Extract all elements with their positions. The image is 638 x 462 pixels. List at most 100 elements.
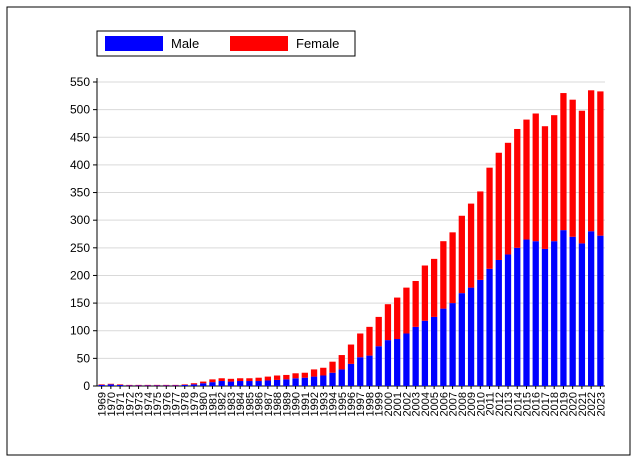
bar-segment [126, 384, 133, 386]
x-tick-label: 2006 [438, 392, 450, 416]
bar-segment [458, 215, 465, 294]
bar-segment [264, 376, 272, 381]
bar-segment [209, 382, 216, 386]
bar-segment [116, 384, 124, 386]
x-tick-label: 1996 [346, 392, 358, 416]
y-tick-label: 50 [77, 351, 91, 365]
bar-segment [209, 379, 216, 383]
x-tick-label: 1973 [134, 392, 146, 416]
bar-segment [301, 377, 308, 386]
bar-segment [227, 378, 235, 382]
bar-segment [412, 326, 419, 386]
y-tick-label: 200 [70, 268, 90, 282]
bar-segment [357, 357, 364, 386]
bar-segment [421, 265, 429, 321]
bar-segment [523, 119, 530, 240]
bar-segment [541, 126, 549, 249]
bar-segment [144, 384, 151, 386]
bar-segment [218, 381, 225, 386]
x-tick-label: 1971 [115, 392, 127, 416]
x-tick-label: 1975 [152, 392, 164, 416]
bar-segment [532, 113, 539, 242]
bar-segment [357, 333, 364, 358]
bar-segment [172, 384, 179, 386]
bar-segment [523, 239, 530, 386]
bar-segment [310, 369, 318, 377]
x-tick-label: 2001 [392, 392, 404, 416]
bar-segment [181, 384, 188, 385]
bar-segment [421, 320, 429, 386]
x-tick-label: 1976 [161, 392, 173, 416]
bar-segment [190, 384, 198, 386]
bar-segment [292, 373, 299, 379]
bar-segment [237, 378, 244, 382]
bar-segment [597, 235, 604, 386]
y-tick-label: 400 [70, 158, 90, 172]
x-tick-label: 2004 [420, 392, 432, 416]
bar-segment [153, 384, 161, 386]
x-tick-label: 2011 [485, 392, 497, 416]
bar-segment [301, 372, 308, 378]
bar-segment [181, 384, 188, 386]
bar-segment [283, 379, 290, 386]
bar-segment [107, 383, 114, 385]
bar-segment [107, 384, 114, 386]
x-tick-label: 2012 [494, 392, 506, 416]
bar-segment [430, 316, 438, 386]
x-tick-label: 1977 [171, 392, 183, 416]
x-tick-label: 2021 [577, 392, 589, 416]
x-tick-label: 1969 [97, 392, 109, 416]
bar-segment [477, 191, 484, 280]
y-tick-label: 150 [70, 296, 90, 310]
bar-segment [403, 287, 410, 334]
bar-segment [495, 259, 502, 386]
bar-segment [163, 385, 170, 386]
y-tick-label: 100 [70, 324, 90, 338]
x-tick-label: 2022 [586, 392, 598, 416]
legend-label: Female [296, 36, 339, 51]
bar-segment [237, 381, 244, 386]
bar-segment [532, 241, 539, 386]
bar-segment [430, 258, 438, 317]
bar-segment [375, 346, 382, 386]
x-tick-label: 1990 [291, 392, 303, 416]
bar-segment [246, 381, 253, 386]
y-tick-label: 500 [70, 103, 90, 117]
x-tick-label: 1974 [143, 392, 155, 416]
bar-segment [440, 241, 447, 309]
bar-segment [569, 99, 576, 237]
x-tick-label: 2019 [558, 392, 570, 416]
bar-segment [200, 381, 207, 384]
bar-segment [366, 326, 373, 356]
x-tick-label: 1978 [180, 392, 192, 416]
bar-segment [384, 340, 392, 386]
x-tick-label: 1986 [254, 392, 266, 416]
bar-segment [126, 385, 133, 386]
bar-segment [264, 380, 272, 386]
bar-segment [551, 241, 558, 386]
bar-segment [541, 248, 549, 386]
bar-segment [366, 355, 373, 386]
bar-segment [403, 333, 410, 386]
bar-segment [255, 381, 262, 386]
x-tick-label: 2015 [521, 392, 533, 416]
bar-segment [588, 90, 595, 232]
x-tick-label: 1993 [318, 392, 330, 416]
bar-segment [394, 339, 401, 386]
x-tick-label: 1991 [300, 392, 312, 416]
x-tick-label: 1992 [309, 392, 321, 416]
y-tick-label: 300 [70, 213, 90, 227]
bar-segment [412, 280, 419, 327]
bar-segment [486, 167, 493, 269]
x-tick-label: 2009 [466, 392, 478, 416]
bar-segment [384, 304, 392, 341]
bar-segment [347, 363, 355, 386]
x-tick-label: 2005 [429, 392, 441, 416]
y-tick-label: 450 [70, 130, 90, 144]
legend-label: Male [171, 36, 199, 51]
bar-segment [329, 372, 336, 386]
bar-segment [273, 379, 281, 386]
bar-segment [578, 243, 586, 386]
bar-segment [144, 385, 151, 386]
